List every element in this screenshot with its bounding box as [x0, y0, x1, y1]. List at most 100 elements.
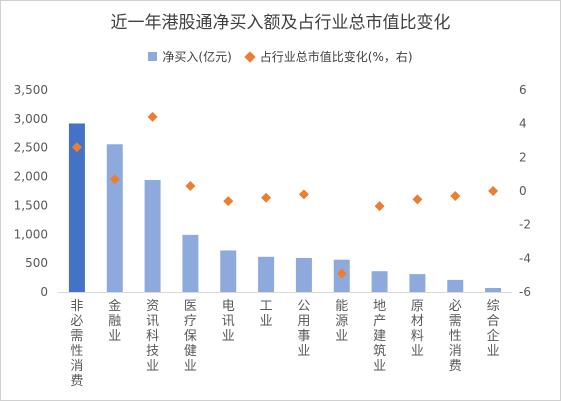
scatter-point: [261, 192, 272, 203]
y-right-tick-label: 0: [519, 184, 527, 198]
svg-text:技: 技: [146, 344, 159, 359]
svg-text:需: 需: [70, 329, 83, 344]
svg-text:融: 融: [108, 314, 121, 329]
scatter-point: [488, 186, 499, 196]
bar: [409, 274, 426, 292]
svg-text:料: 料: [411, 329, 424, 344]
y-right-tick-label: 4: [519, 117, 527, 131]
svg-text:消: 消: [70, 359, 83, 374]
svg-text:业: 业: [487, 344, 500, 359]
y-left-tick-label: 0: [40, 285, 48, 299]
svg-text:能: 能: [335, 299, 348, 314]
svg-text:源: 源: [335, 314, 348, 329]
svg-text:需: 需: [449, 314, 462, 329]
svg-text:业: 业: [297, 344, 310, 359]
legend-label-net-buy: 净买入(亿元): [162, 50, 232, 64]
scatter-point: [374, 201, 385, 212]
x-tick-label: 能源业: [335, 299, 348, 344]
svg-text:业: 业: [222, 329, 235, 344]
y-right-tick-label: -6: [519, 285, 531, 299]
legend-item-net-buy: 净买入(亿元): [148, 48, 232, 65]
svg-text:非: 非: [70, 299, 83, 314]
svg-text:性: 性: [449, 329, 462, 344]
bar: [258, 256, 275, 292]
svg-text:工: 工: [260, 299, 273, 314]
svg-text:讯: 讯: [222, 314, 235, 329]
svg-text:用: 用: [297, 314, 310, 329]
chart-legend: 净买入(亿元) 占行业总市值比变化(%，右): [0, 48, 561, 65]
chart-title: 近一年港股通净买入额及占行业总市值比变化: [110, 13, 451, 33]
y-left-tick-label: 500: [25, 256, 48, 270]
svg-text:合: 合: [487, 314, 500, 329]
y-right-tick-label: 6: [519, 83, 527, 97]
svg-text:事: 事: [297, 329, 310, 344]
bar: [106, 144, 123, 292]
y-left-tick-label: 3,500: [14, 83, 48, 97]
svg-text:业: 业: [108, 329, 121, 344]
svg-text:金: 金: [108, 298, 121, 314]
svg-text:讯: 讯: [146, 314, 159, 329]
bar: [485, 287, 502, 292]
svg-text:产: 产: [373, 314, 386, 329]
bar: [371, 271, 388, 292]
y-right-tick-label: 2: [519, 150, 527, 164]
svg-text:消: 消: [449, 344, 462, 359]
legend-label-share-change: 占行业总市值比变化(%，右): [259, 50, 413, 64]
y-right-tick-label: -2: [519, 218, 531, 232]
svg-text:业: 业: [146, 359, 159, 374]
scatter-point: [71, 142, 82, 153]
svg-text:建: 建: [373, 329, 386, 344]
y-left-tick-label: 2,500: [14, 141, 48, 155]
legend-swatch-bar: [148, 52, 158, 61]
x-tick-label: 电讯业: [222, 299, 235, 344]
scatter-point: [412, 194, 423, 205]
x-tick-label: 工业: [260, 299, 273, 329]
scatter-point: [336, 268, 347, 279]
svg-text:综: 综: [487, 299, 500, 314]
svg-text:电: 电: [222, 299, 235, 314]
scatter-point: [147, 111, 158, 122]
y-left-tick-label: 3,000: [14, 112, 48, 126]
svg-text:企: 企: [487, 328, 500, 344]
x-tick-label: 金融业: [108, 298, 121, 344]
svg-text:业: 业: [411, 344, 424, 359]
bar: [295, 257, 312, 292]
svg-text:医: 医: [184, 299, 197, 314]
y-left-tick-label: 2,000: [14, 170, 48, 184]
svg-text:必: 必: [449, 299, 462, 314]
svg-text:地: 地: [373, 299, 386, 314]
scatter-point: [450, 191, 461, 202]
svg-text:必: 必: [70, 314, 83, 329]
scatter-point: [223, 196, 234, 207]
svg-text:科: 科: [146, 329, 159, 344]
bar: [182, 234, 199, 292]
y-left-tick-label: 1,500: [14, 198, 48, 212]
svg-text:健: 健: [184, 344, 197, 359]
svg-text:资: 资: [146, 299, 159, 314]
svg-text:性: 性: [70, 344, 83, 359]
svg-text:业: 业: [373, 359, 386, 374]
y-right-tick-label: -4: [519, 251, 531, 265]
scatter-point: [109, 174, 120, 185]
y-left-tick-label: 1,000: [14, 227, 48, 241]
svg-text:业: 业: [335, 329, 348, 344]
scatter-point: [298, 189, 309, 200]
svg-text:业: 业: [184, 359, 197, 374]
bar: [220, 250, 237, 292]
svg-text:原: 原: [411, 299, 424, 314]
svg-text:费: 费: [70, 374, 83, 389]
svg-text:费: 费: [449, 359, 462, 374]
scatter-point: [185, 180, 196, 191]
svg-text:筑: 筑: [373, 343, 386, 359]
svg-text:业: 业: [260, 314, 273, 329]
svg-text:保: 保: [184, 329, 197, 344]
legend-item-share-change: 占行业总市值比变化(%，右): [244, 48, 413, 65]
